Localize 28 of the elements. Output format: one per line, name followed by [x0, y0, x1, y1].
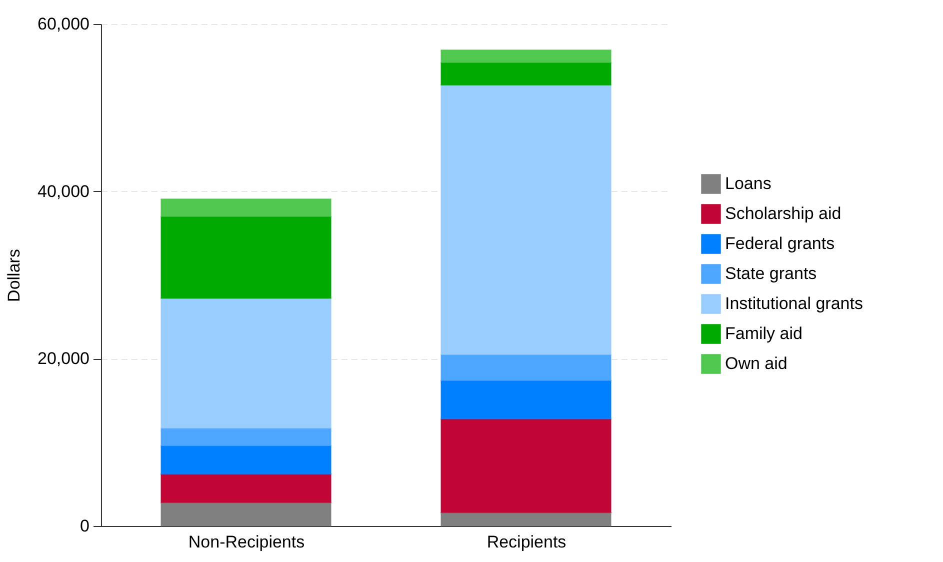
- bar: [440, 49, 612, 63]
- y-tick-label: 0: [80, 516, 90, 536]
- y-tick-label: 60,000: [38, 14, 90, 34]
- x-tick-label: Non-Recipients: [188, 532, 305, 552]
- legend-label: State grants: [725, 264, 817, 283]
- bar: [440, 418, 612, 514]
- legend-label: Federal grants: [725, 234, 835, 253]
- y-axis-title: Dollars: [4, 249, 24, 302]
- legend-label: Scholarship aid: [725, 204, 842, 223]
- bar: [440, 84, 612, 355]
- legend-label: Family aid: [725, 324, 802, 343]
- x-tick-label: Recipients: [486, 532, 566, 552]
- legend-label: Institutional grants: [725, 294, 863, 313]
- bar: [160, 216, 332, 299]
- bar: [160, 298, 332, 429]
- bar: [440, 380, 612, 420]
- bar: [440, 354, 612, 381]
- bar: [160, 445, 332, 475]
- y-tick-label: 20,000: [38, 349, 90, 368]
- bar: [440, 512, 612, 526]
- bar: [160, 474, 332, 504]
- bar: [160, 198, 332, 217]
- bar: [160, 428, 332, 446]
- legend-label: Loans: [725, 174, 772, 193]
- bar: [440, 62, 612, 86]
- y-tick-label: 40,000: [38, 182, 90, 201]
- bar: [160, 502, 332, 526]
- legend-label: Own aid: [725, 354, 788, 373]
